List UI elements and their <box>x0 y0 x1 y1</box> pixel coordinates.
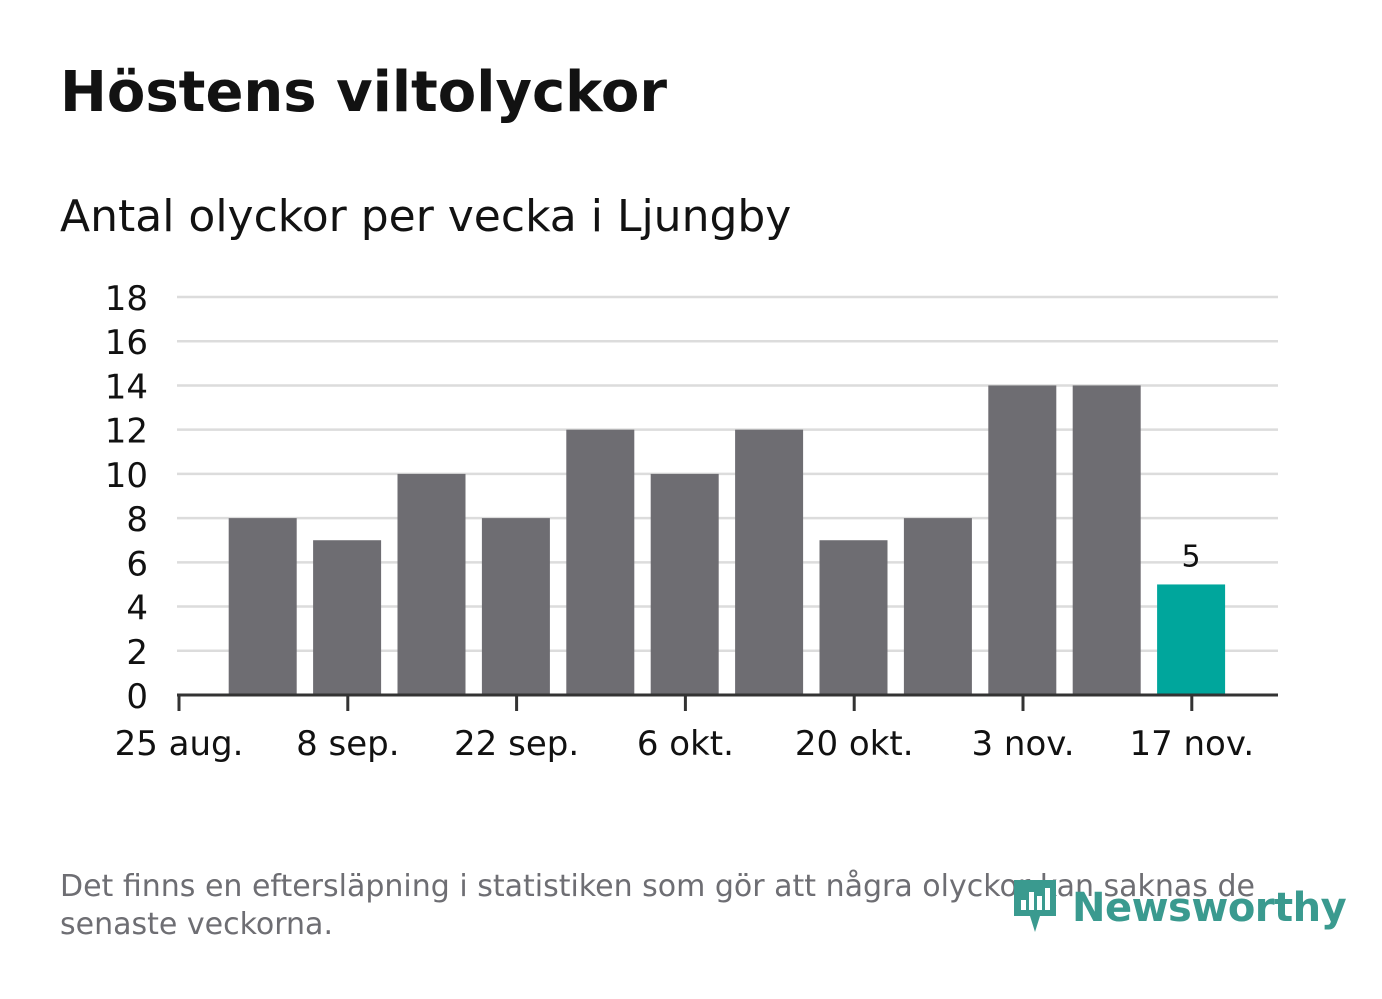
y-tick-label: 2 <box>126 633 148 673</box>
bar <box>1072 385 1141 695</box>
bar <box>566 429 635 695</box>
y-tick-label: 0 <box>126 677 148 717</box>
x-tick-label: 3 nov. <box>971 724 1074 764</box>
newsworthy-logo-icon <box>1010 876 1060 940</box>
y-tick-label: 6 <box>126 544 148 584</box>
brand-name: Newsworthy <box>1072 885 1347 931</box>
x-tick-label: 8 sep. <box>296 724 399 764</box>
x-tick-label: 6 okt. <box>637 724 734 764</box>
bar <box>481 518 550 695</box>
bar <box>988 385 1057 695</box>
bar <box>650 473 719 695</box>
bar <box>903 518 972 695</box>
x-tick-label: 17 nov. <box>1129 724 1254 764</box>
y-tick-label: 14 <box>105 367 148 407</box>
data-label: 5 <box>1182 539 1201 574</box>
y-tick-label: 16 <box>105 323 148 363</box>
bars <box>228 385 1226 695</box>
bar <box>313 540 382 695</box>
x-tick-label: 25 aug. <box>115 724 244 764</box>
x-tick-label: 20 okt. <box>795 724 914 764</box>
bar <box>819 540 888 695</box>
y-tick-label: 4 <box>126 589 148 629</box>
y-tick-label: 8 <box>126 500 148 540</box>
y-tick-label: 18 <box>105 279 148 319</box>
x-tick-label: 22 sep. <box>454 724 579 764</box>
y-tick-label: 10 <box>105 456 148 496</box>
bar <box>1157 584 1226 695</box>
bar <box>397 473 466 695</box>
chart-subtitle: Antal olyckor per vecka i Ljungby <box>60 191 792 242</box>
axes <box>177 693 1278 711</box>
bar <box>735 429 804 695</box>
y-tick-label: 12 <box>105 412 148 452</box>
chart-title: Höstens viltolyckor <box>60 60 667 125</box>
bar <box>228 518 297 695</box>
brand: Newsworthy <box>1010 876 1347 940</box>
